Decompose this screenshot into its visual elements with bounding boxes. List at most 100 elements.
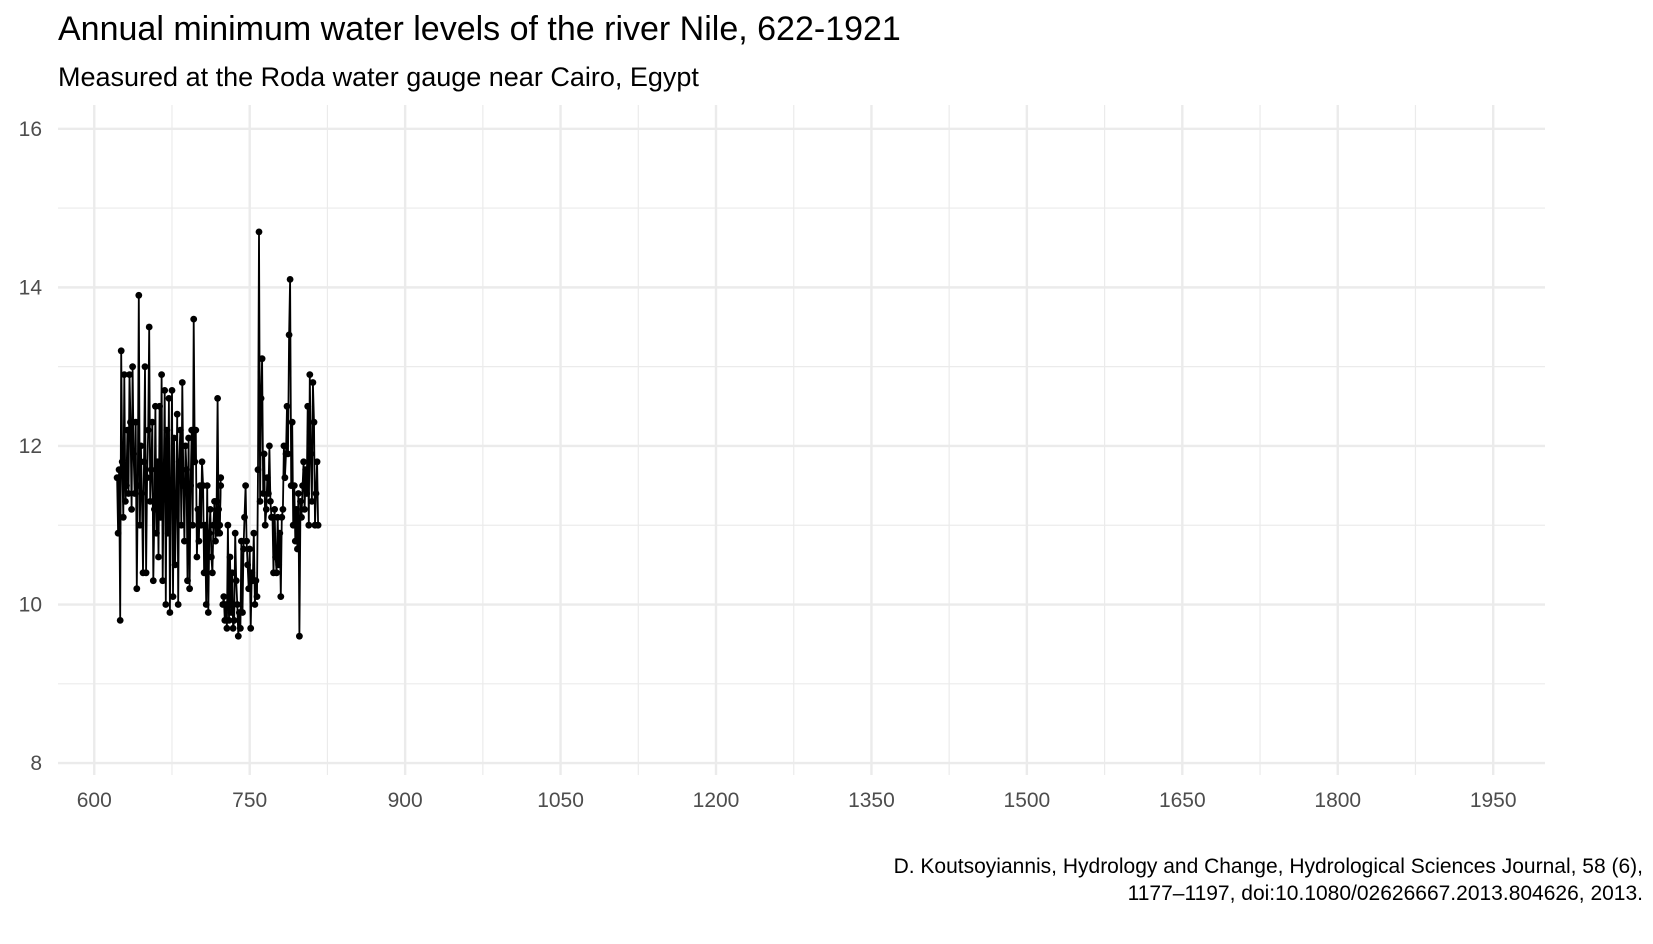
major-gridlines	[58, 105, 1545, 775]
data-point	[178, 379, 186, 386]
data-point	[125, 490, 132, 497]
x-tick-label: 1350	[848, 789, 895, 812]
data-point	[134, 482, 142, 489]
data-point	[224, 521, 232, 529]
data-point	[269, 513, 276, 521]
data-point	[117, 347, 125, 355]
data-point	[123, 482, 130, 489]
data-point	[246, 545, 254, 553]
y-tick-label: 8	[30, 752, 42, 775]
data-point	[176, 426, 184, 434]
data-point	[257, 395, 265, 402]
data-point	[141, 363, 149, 371]
y-tick-label: 14	[19, 276, 43, 299]
data-point	[291, 537, 299, 545]
data-point	[116, 617, 124, 624]
data-point	[154, 458, 161, 466]
data-point	[238, 537, 245, 545]
data-point	[256, 498, 264, 505]
data-point	[261, 521, 269, 529]
data-point	[186, 585, 194, 593]
data-point	[276, 529, 284, 537]
x-tick-label: 1050	[537, 789, 584, 812]
data-point	[114, 529, 122, 537]
data-point	[135, 291, 143, 299]
data-point	[266, 442, 273, 450]
data-point	[242, 482, 250, 489]
data-point	[297, 498, 304, 505]
data-point	[275, 561, 283, 569]
data-point	[222, 601, 230, 608]
data-point	[157, 513, 165, 521]
data-point	[203, 482, 211, 489]
data-point	[174, 601, 182, 608]
chart-subtitle: Measured at the Roda water gauge near Ca…	[58, 62, 699, 92]
data-point	[169, 593, 177, 600]
data-point	[298, 513, 305, 521]
data-point	[230, 617, 238, 624]
data-point	[260, 450, 268, 458]
data-point	[206, 506, 214, 513]
minor-gridlines	[58, 105, 1545, 775]
data-point	[145, 323, 153, 331]
data-point	[128, 506, 136, 513]
data-point	[183, 466, 190, 474]
data-point	[244, 561, 252, 569]
data-point	[202, 601, 210, 608]
data-point	[303, 490, 311, 497]
data-point	[181, 537, 188, 545]
data-point	[263, 474, 271, 482]
data-point	[278, 513, 286, 521]
data-point	[279, 506, 287, 513]
data-point	[233, 601, 241, 608]
data-point	[168, 387, 176, 394]
data-point	[187, 482, 195, 489]
data-point	[170, 434, 178, 442]
points-layer	[113, 228, 322, 640]
data-point	[113, 474, 121, 482]
data-point	[210, 521, 217, 529]
data-point	[239, 609, 246, 616]
data-point	[143, 474, 151, 482]
data-point	[305, 521, 313, 529]
data-point	[147, 466, 155, 474]
x-tick-label: 1650	[1159, 789, 1206, 812]
data-point	[251, 601, 259, 608]
data-point	[151, 506, 158, 513]
data-point	[180, 482, 187, 489]
data-point	[240, 545, 247, 553]
data-point	[213, 498, 220, 505]
chart-caption: D. Koutsoyiannis, Hydrology and Change, …	[894, 853, 1643, 907]
data-point	[217, 474, 225, 482]
data-point	[288, 418, 296, 426]
data-point	[280, 442, 288, 450]
data-point	[271, 506, 278, 513]
data-point	[205, 529, 213, 537]
data-point	[225, 617, 233, 624]
data-point	[304, 402, 312, 410]
data-point	[272, 553, 279, 561]
data-point	[277, 593, 285, 600]
data-point	[307, 450, 315, 458]
caption-line-2: 1177–1197, doi:10.1080/02626667.2013.804…	[1127, 882, 1643, 905]
data-point	[217, 482, 225, 489]
data-point	[148, 418, 156, 426]
data-point	[253, 593, 261, 600]
data-point	[137, 442, 145, 450]
data-point	[120, 371, 128, 378]
data-point	[155, 553, 162, 561]
data-point	[189, 521, 197, 529]
data-point	[138, 490, 146, 497]
data-point	[252, 577, 260, 585]
data-point	[295, 490, 302, 497]
data-point	[283, 402, 291, 410]
data-point	[209, 569, 216, 577]
data-point	[247, 624, 255, 632]
data-point	[124, 426, 131, 434]
data-point	[177, 521, 185, 529]
data-point	[294, 545, 301, 553]
data-point	[265, 490, 272, 497]
data-point	[132, 418, 140, 426]
data-point	[127, 418, 134, 426]
